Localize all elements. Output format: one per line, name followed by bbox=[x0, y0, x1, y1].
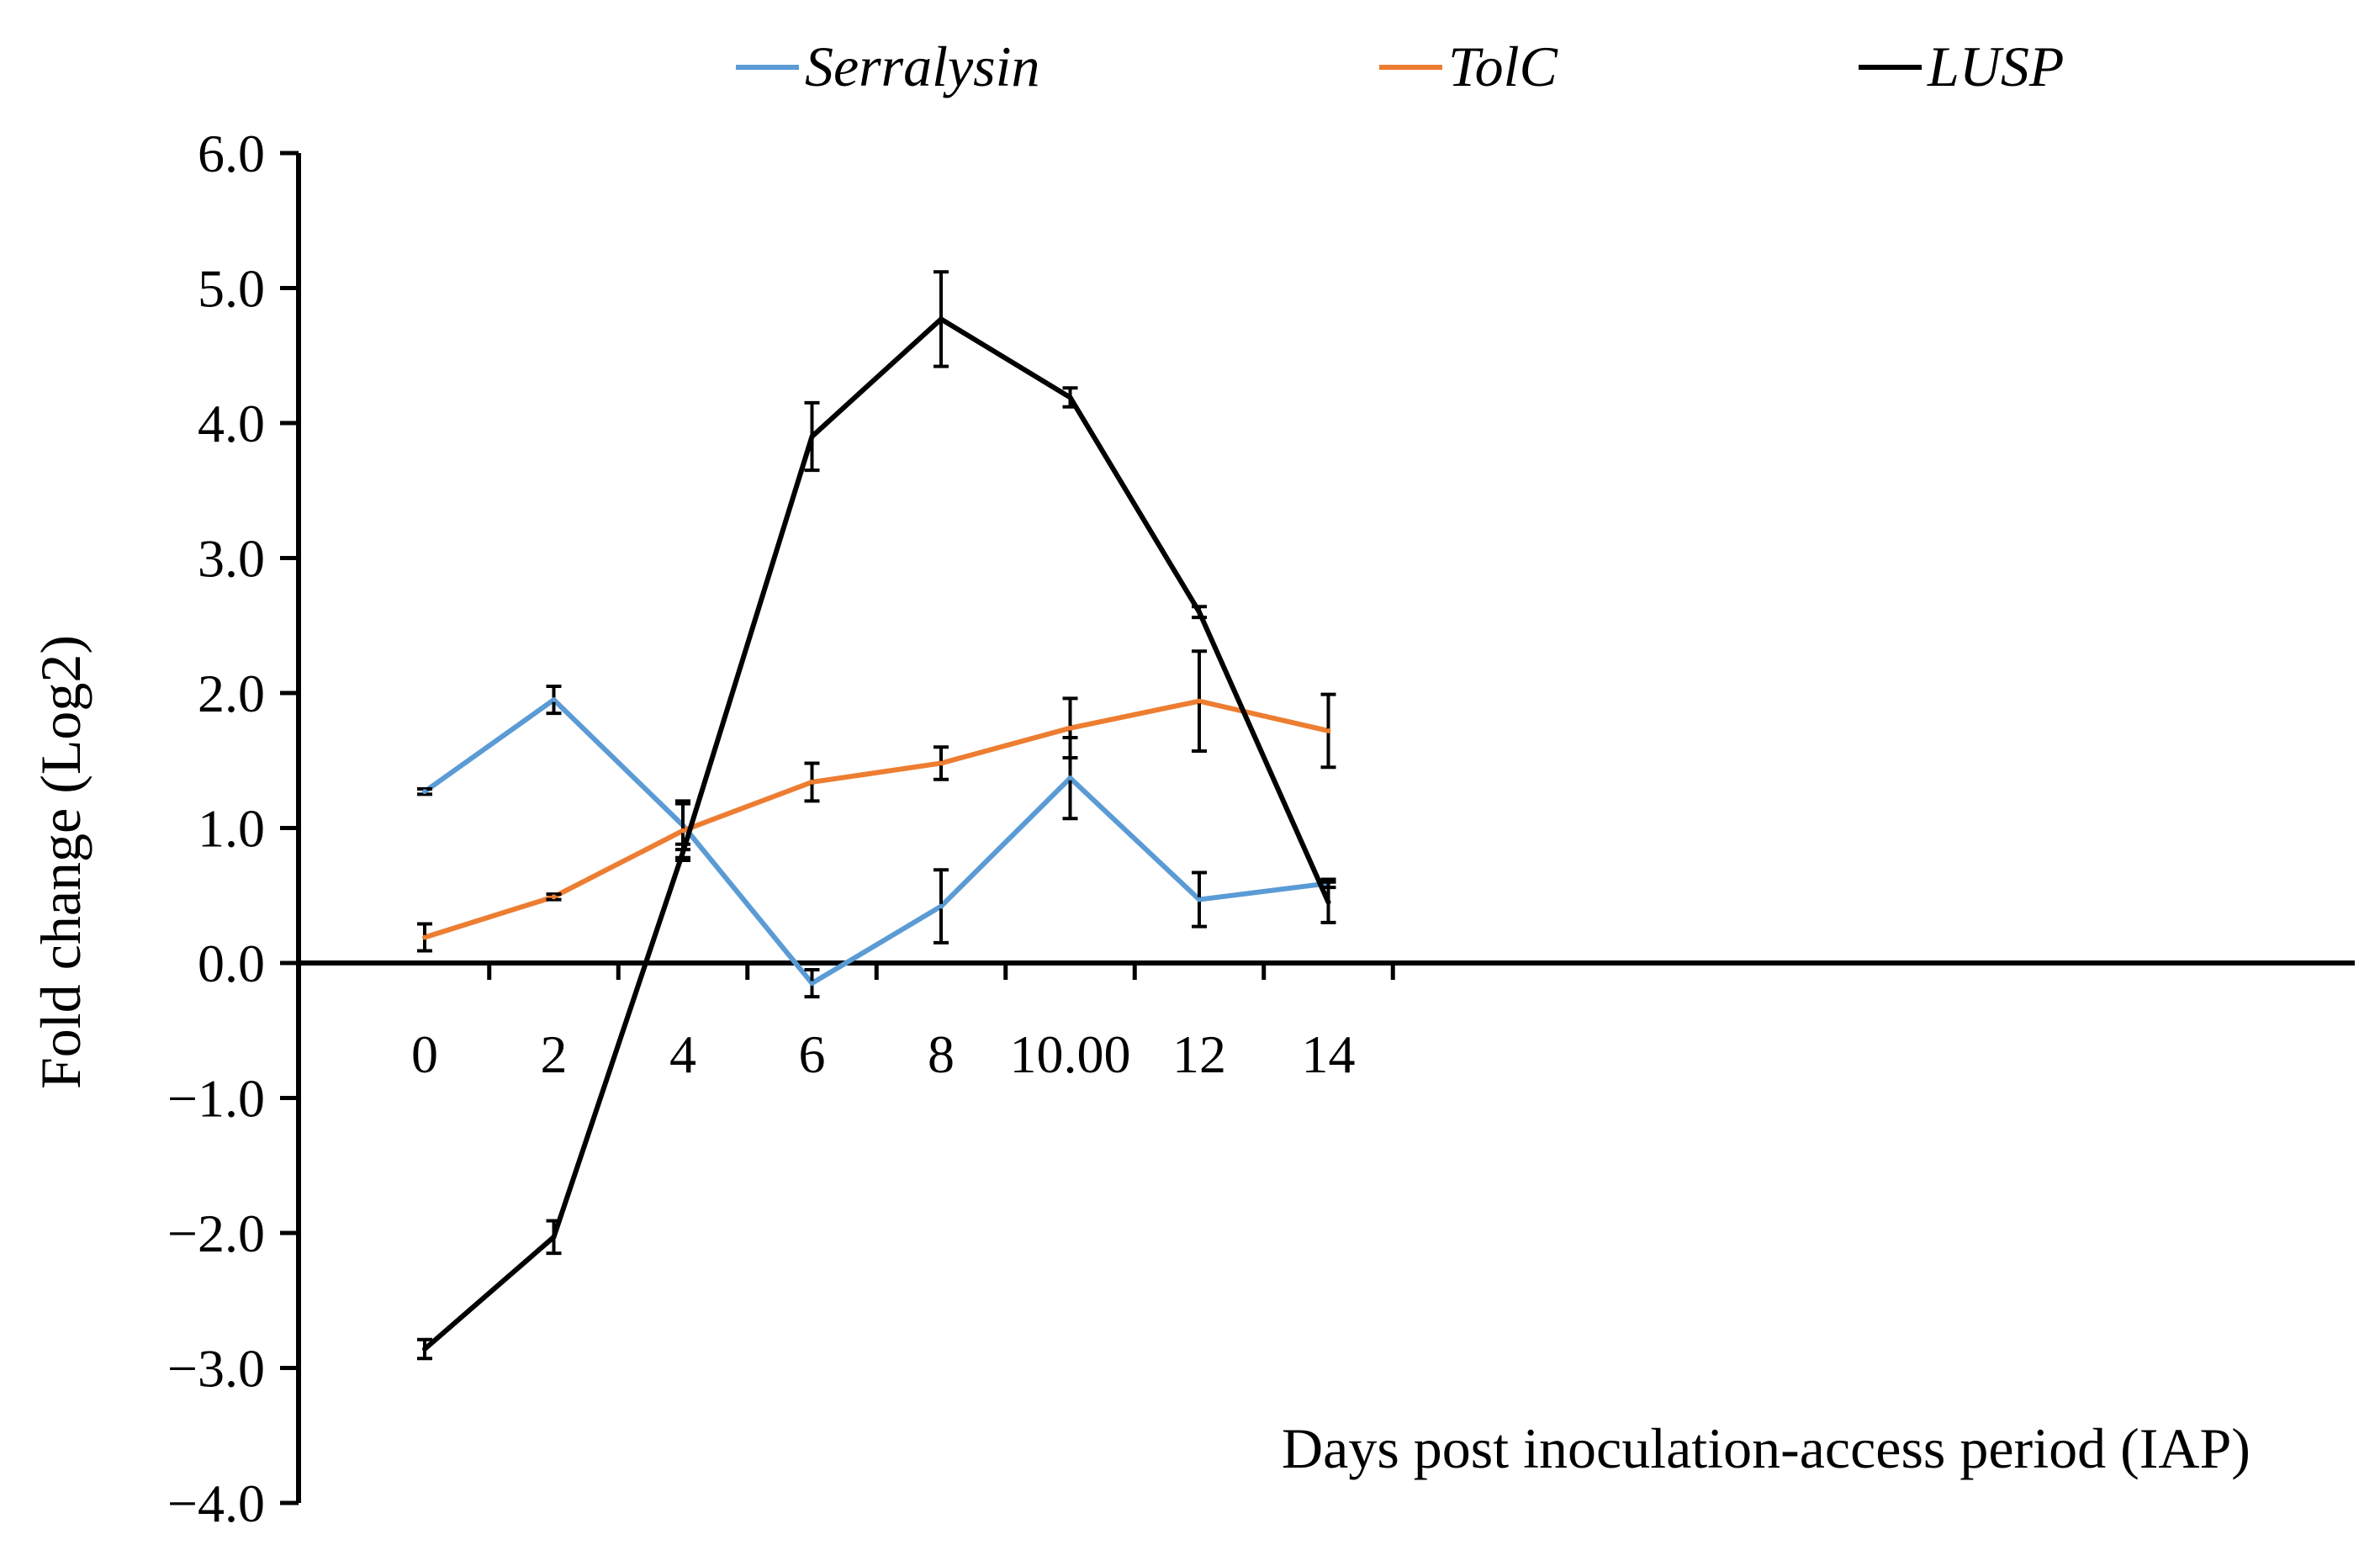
lusp-point bbox=[1197, 609, 1202, 615]
tolc-point bbox=[1067, 725, 1073, 731]
lusp-point bbox=[1325, 899, 1331, 905]
serralysin-point bbox=[551, 697, 557, 703]
y-tick-label: 4.0 bbox=[198, 394, 265, 453]
x-tick-label: 12 bbox=[1172, 1024, 1226, 1084]
series-layer bbox=[417, 270, 1336, 1361]
x-tick-label: 14 bbox=[1302, 1024, 1356, 1084]
y-tick-label: −3.0 bbox=[167, 1339, 265, 1399]
y-tick-label: 5.0 bbox=[198, 259, 265, 319]
legend-label-serralysin: Serralysin bbox=[805, 34, 1040, 98]
tolc-point bbox=[551, 894, 557, 900]
y-tick-label: −2.0 bbox=[167, 1204, 265, 1263]
tolc-point bbox=[809, 779, 815, 785]
lusp-point bbox=[422, 1347, 427, 1352]
x-tick-label: 6 bbox=[799, 1024, 826, 1084]
serralysin-point bbox=[1067, 775, 1073, 781]
x-axis-title: Days post inoculation-access period (IAP… bbox=[1282, 1416, 2250, 1480]
x-tick-label: 4 bbox=[669, 1024, 696, 1084]
y-tick-label: 3.0 bbox=[198, 529, 265, 589]
x-tick-label: 8 bbox=[928, 1024, 955, 1084]
y-axis-title: Fold change (Log2) bbox=[29, 635, 93, 1089]
tolc-point bbox=[1197, 698, 1202, 704]
tolc-point bbox=[939, 760, 944, 766]
x-tick-label: 10.00 bbox=[1010, 1024, 1131, 1084]
y-tick-label: −1.0 bbox=[167, 1069, 265, 1129]
legend-label-lusp: LUSP bbox=[1927, 34, 2064, 98]
serralysin-point bbox=[939, 903, 944, 909]
legend-label-tolc: TolC bbox=[1448, 34, 1558, 98]
x-axis: 0 2 4 6 8 10.00 12 14 bbox=[299, 960, 2355, 1084]
y-tick-label: 2.0 bbox=[198, 664, 265, 723]
series-lusp bbox=[417, 270, 1336, 1361]
legend-item-serralysin: Serralysin bbox=[736, 34, 1040, 98]
legend: Serralysin TolC LUSP bbox=[736, 34, 2064, 98]
legend-item-lusp: LUSP bbox=[1859, 34, 2064, 98]
y-tick-label: 0.0 bbox=[198, 934, 265, 993]
tolc-line bbox=[424, 698, 1330, 940]
y-axis: 6.0 5.0 4.0 3.0 2.0 1.0 0.0 −1.0 −2.0 −3.0 −4.0 bbox=[167, 124, 301, 1533]
lusp-point bbox=[551, 1234, 557, 1240]
tolc-point bbox=[422, 934, 427, 940]
lusp-point bbox=[680, 849, 685, 855]
lusp-point bbox=[809, 434, 815, 440]
lusp-point bbox=[1067, 394, 1073, 400]
tolc-point bbox=[1325, 728, 1331, 733]
y-tick-label: 6.0 bbox=[198, 124, 265, 183]
x-tick-label: 0 bbox=[411, 1024, 438, 1084]
x-tick-label: 2 bbox=[541, 1024, 568, 1084]
lusp-line bbox=[423, 316, 1331, 1352]
serralysin-point bbox=[422, 789, 427, 795]
series-tolc bbox=[417, 649, 1336, 953]
serralysin-point bbox=[809, 981, 815, 987]
tolc-point bbox=[680, 828, 685, 833]
y-tick-label: −4.0 bbox=[167, 1474, 265, 1533]
y-tick-label: 1.0 bbox=[198, 799, 265, 859]
serralysin-point bbox=[1197, 897, 1202, 902]
legend-item-tolc: TolC bbox=[1379, 34, 1558, 98]
serralysin-line bbox=[423, 697, 1329, 987]
lusp-point bbox=[939, 316, 944, 322]
